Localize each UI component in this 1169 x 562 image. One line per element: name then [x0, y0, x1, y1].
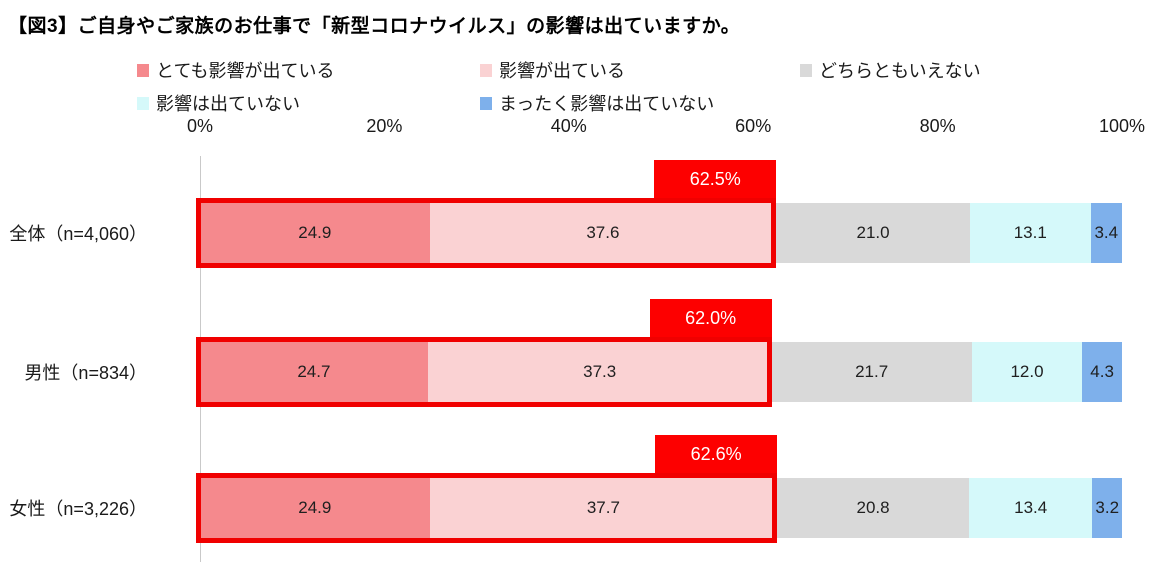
legend-item-affected: 影響が出ている	[480, 57, 625, 83]
bar-segment-neither: 20.8	[777, 478, 969, 538]
legend-swatch-neither	[800, 63, 812, 77]
legend-swatch-affected	[480, 63, 492, 77]
bar-segment-not-at-all-affected: 3.2	[1092, 478, 1122, 538]
bar-segment-affected: 37.6	[429, 203, 777, 263]
x-axis-tick: 40%	[550, 116, 587, 136]
bar-segment-very-affected: 24.7	[200, 342, 428, 402]
row-label-male: 男性（n=834）	[24, 363, 147, 383]
bar-segment-neither: 21.0	[776, 203, 970, 263]
x-axis: 0% 20% 40% 60% 80% 100%	[187, 116, 1145, 144]
legend-item-not-affected: 影響は出ていない	[137, 90, 300, 116]
legend-label-not-affected: 影響は出ていない	[156, 94, 300, 114]
bar-row-male: 62.0% 24.7 37.3 21.7 12.0 4.3	[196, 299, 1122, 407]
bar-segment-neither: 21.7	[771, 342, 972, 402]
x-axis-tick: 100%	[1098, 116, 1146, 136]
bar-segment-not-at-all-affected: 4.3	[1082, 342, 1122, 402]
chart-title: 【図3】ご自身やご家族のお仕事で「新型コロナウイルス」の影響は出ていますか。	[8, 16, 741, 37]
plot-area: 62.5% 24.9 37.6 21.0 13.1 3.4 62.0% 24.7…	[196, 150, 1122, 562]
stacked-bar: 24.9 37.7 20.8 13.4 3.2	[200, 478, 1122, 538]
row-label-total: 全体（n=4,060）	[9, 224, 147, 244]
bar-segment-very-affected: 24.9	[200, 203, 430, 263]
legend-swatch-not-at-all-affected	[480, 96, 492, 110]
bar-segment-not-affected: 12.0	[971, 342, 1083, 402]
stacked-bar: 24.7 37.3 21.7 12.0 4.3	[200, 342, 1122, 402]
bar-segment-not-affected: 13.1	[969, 203, 1091, 263]
bar-segment-affected: 37.7	[429, 478, 778, 538]
subtotal-callout: 62.0%	[649, 299, 772, 337]
legend-label-neither: どちらともいえない	[819, 61, 981, 81]
bar-row-total: 62.5% 24.9 37.6 21.0 13.1 3.4	[196, 160, 1122, 268]
x-axis-tick: 20%	[366, 116, 403, 136]
legend-swatch-very-affected	[137, 63, 149, 77]
bar-segment-not-affected: 13.4	[968, 478, 1093, 538]
legend-item-not-at-all-affected: まったく影響は出ていない	[480, 90, 714, 116]
legend-item-very-affected: とても影響が出ている	[137, 57, 335, 83]
legend-label-affected: 影響が出ている	[499, 61, 625, 81]
stacked-bar: 24.9 37.6 21.0 13.1 3.4	[200, 203, 1122, 263]
bar-segment-very-affected: 24.9	[200, 478, 430, 538]
bar-row-female: 62.6% 24.9 37.7 20.8 13.4 3.2	[196, 435, 1122, 543]
x-axis-tick: 80%	[919, 116, 956, 136]
legend-label-not-at-all-affected: まったく影響は出ていない	[499, 94, 715, 114]
legend-label-very-affected: とても影響が出ている	[156, 61, 335, 81]
row-label-female: 女性（n=3,226）	[9, 499, 147, 519]
subtotal-callout: 62.6%	[655, 435, 778, 473]
legend-swatch-not-affected	[137, 96, 149, 110]
legend-item-neither: どちらともいえない	[800, 57, 981, 83]
x-axis-tick: 60%	[735, 116, 772, 136]
x-axis-tick: 0%	[186, 116, 214, 136]
bar-segment-not-at-all-affected: 3.4	[1090, 203, 1122, 263]
subtotal-callout: 62.5%	[654, 160, 777, 198]
bar-segment-affected: 37.3	[427, 342, 772, 402]
